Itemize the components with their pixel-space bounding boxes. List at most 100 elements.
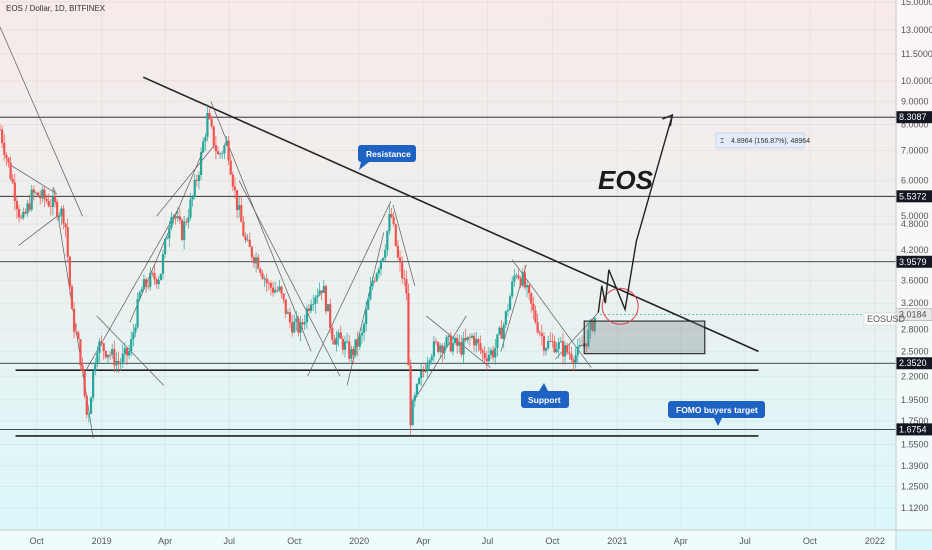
candle-body	[375, 273, 378, 281]
channel-line	[392, 204, 416, 286]
candle-body	[326, 304, 330, 312]
horizontal-levels	[0, 116, 896, 430]
candle-body	[41, 189, 44, 199]
candle-body	[34, 192, 38, 194]
candle-body	[138, 292, 141, 299]
level-label-box	[896, 111, 932, 124]
candle-body	[79, 339, 82, 366]
candle-body	[403, 278, 406, 280]
candle-body	[570, 353, 573, 360]
candle-body	[379, 260, 383, 270]
candle-body	[536, 322, 539, 333]
candle-body	[314, 297, 317, 304]
candle-body	[87, 413, 90, 415]
candle-body	[551, 341, 554, 342]
candle-body	[102, 343, 105, 351]
candle-body	[58, 215, 61, 217]
candle-body	[223, 145, 226, 154]
price-tick-label: 10.0000	[901, 76, 932, 86]
price-tick-label: 3.2000	[901, 298, 929, 308]
candle-body	[496, 334, 499, 349]
candle-body	[100, 341, 103, 344]
candle-body	[555, 349, 558, 353]
candle-body	[227, 140, 230, 161]
candle-body	[489, 350, 493, 355]
candle-body	[130, 339, 133, 352]
candle-body	[280, 286, 283, 294]
candle-body	[301, 322, 304, 325]
candle-body	[233, 186, 237, 191]
candle-body	[574, 355, 577, 363]
candle-body	[68, 256, 71, 287]
candle-body	[432, 341, 435, 357]
time-axis[interactable]: Oct 2019 Apr Jul Oct 2020 Apr Jul Oct 2021 Apr Jul O…	[30, 536, 885, 546]
candle-body	[477, 339, 480, 344]
level-label: 2.3520	[899, 358, 927, 368]
support-callout: Support	[521, 383, 569, 408]
candle-body	[155, 279, 158, 285]
candle-body	[278, 286, 281, 291]
candle-body	[324, 286, 328, 312]
candle-body	[282, 293, 285, 300]
consolidation-box	[583, 320, 706, 355]
candle-body	[39, 196, 42, 199]
candle-body	[424, 370, 427, 372]
candle-body	[66, 227, 69, 257]
measure-tooltip: ⌶ 4.8964 (156.87%), 48964	[715, 132, 810, 149]
candle-body	[147, 286, 150, 288]
candle-body	[553, 341, 556, 353]
time-tick-label: Oct	[287, 536, 302, 546]
candle-body	[286, 312, 289, 314]
candle-body	[174, 216, 177, 219]
candle-body	[193, 179, 196, 197]
candle-body	[337, 332, 340, 338]
candle-body	[185, 221, 188, 223]
candle-body	[358, 335, 361, 347]
candle-body	[348, 341, 351, 359]
candle-body	[136, 298, 139, 328]
candle-body	[56, 201, 59, 217]
candle-body	[519, 278, 522, 286]
time-tick-label: Jul	[739, 536, 751, 546]
price-tick-label: 3.6000	[901, 275, 929, 285]
candle-body	[293, 321, 296, 333]
channel-line	[307, 201, 392, 377]
candle-body	[479, 343, 482, 351]
time-tick-label: Oct	[545, 536, 560, 546]
candle-body	[255, 257, 258, 264]
candle-body	[240, 205, 243, 222]
price-axis[interactable]: 15.0000 13.0000 11.5000 10.0000 9.0000 8.0000…	[895, 0, 932, 513]
candle-body	[77, 332, 80, 340]
candle-body	[331, 327, 334, 340]
candle-body	[53, 196, 57, 202]
channel-line	[156, 144, 215, 217]
candle-body	[113, 349, 116, 366]
candle-body	[70, 286, 74, 309]
candle-body	[417, 378, 421, 385]
price-tick-label: 8.0000	[901, 120, 929, 130]
candle-body	[20, 217, 23, 219]
candle-body	[161, 254, 165, 274]
candle-body	[381, 257, 385, 261]
candle-body	[284, 299, 287, 314]
candle-body	[504, 311, 507, 325]
candle-body	[532, 303, 535, 311]
measure-tooltip-text: 4.8964 (156.87%), 48964	[731, 138, 810, 145]
candle-body	[191, 196, 194, 200]
candle-body	[219, 153, 222, 155]
candle-body	[195, 179, 198, 181]
candle-body	[121, 353, 124, 363]
candle-body	[36, 192, 40, 197]
level-label-box	[896, 255, 932, 268]
candle-body	[104, 350, 107, 358]
candle-body	[466, 336, 469, 341]
measure-tooltip-box	[715, 132, 805, 149]
candle-body	[390, 214, 393, 218]
candle-body	[312, 303, 315, 305]
candle-body	[43, 189, 46, 199]
projection-path	[597, 114, 674, 313]
candle-body	[449, 335, 452, 352]
candle-body	[229, 160, 232, 175]
breakout-circle	[601, 287, 639, 325]
